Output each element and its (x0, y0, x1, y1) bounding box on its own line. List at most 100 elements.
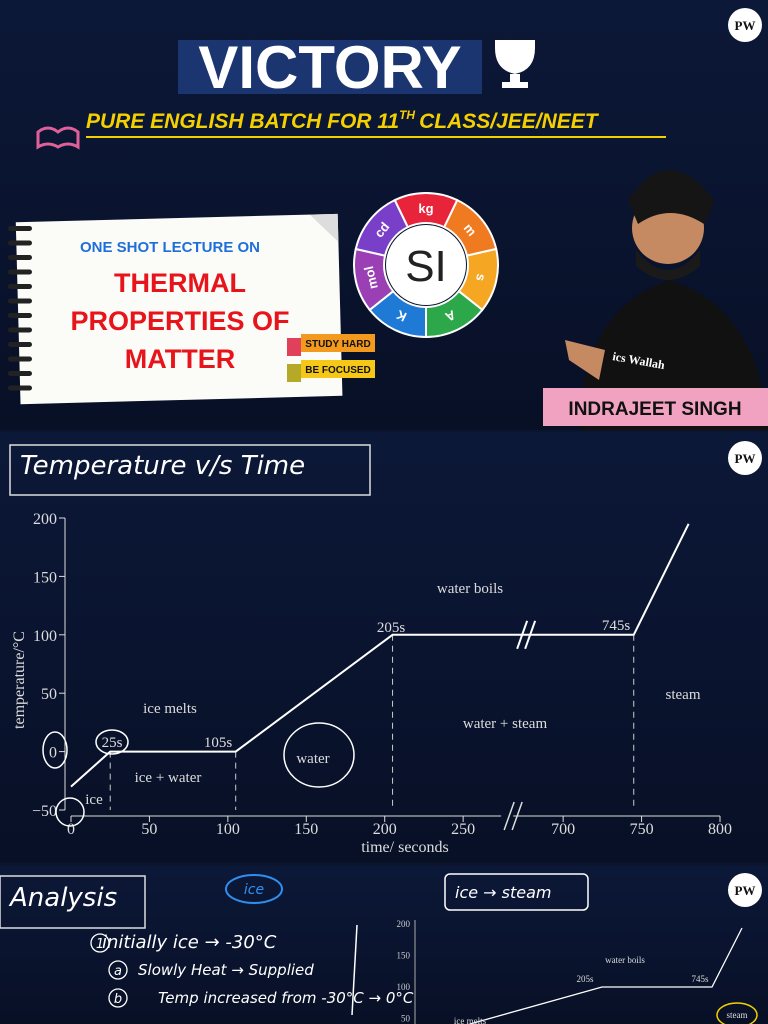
teacher-turban (628, 170, 714, 224)
batch: PURE ENGLISH BATCH FOR 11TH CLASS/JEE/NEE… (86, 108, 600, 133)
x-tick-label: 150 (294, 821, 318, 838)
annotation: ice + water (135, 770, 202, 786)
annotation: water + steam (463, 716, 548, 732)
x-tick-label: 750 (630, 821, 654, 838)
tag (301, 360, 375, 378)
ring (8, 313, 32, 318)
annotation: 205s (377, 620, 406, 636)
annotation-circle (42, 731, 68, 769)
annotation: steam (666, 687, 701, 703)
ring (8, 342, 32, 347)
mini-tick-label: 50 (401, 1014, 411, 1024)
mini-label: ice melts (454, 1016, 487, 1024)
x-tick-label: 50 (141, 821, 157, 838)
logo: PW (735, 451, 756, 466)
logo-badge (728, 441, 762, 475)
trophy-icon (495, 40, 535, 88)
title: VICTORY (198, 34, 461, 101)
book-icon (36, 126, 80, 150)
y-tick-label: 150 (33, 569, 57, 586)
logo-badge (728, 873, 762, 907)
note-mark-circle (108, 988, 128, 1008)
lecture-label: ONE SHOT LECTURE ON (80, 239, 260, 256)
flow: ice → steam (455, 883, 552, 902)
y-tick-label: 100 (33, 628, 57, 645)
y-axis-label: temperature/°C (11, 631, 28, 729)
tag (301, 334, 375, 352)
tag-text: BE FOCUSED (305, 365, 371, 376)
x-tick-label: 200 (373, 821, 397, 838)
notepad (15, 213, 343, 405)
ring (8, 356, 32, 362)
ring (8, 255, 32, 260)
mini-tick-label: 200 (397, 919, 411, 929)
si-center-bg (386, 225, 466, 305)
teacher-name: INDRAJEET SINGH (568, 399, 741, 420)
note-mark: a (114, 964, 122, 979)
ice-circle (225, 874, 283, 904)
notepad-paper (15, 213, 343, 405)
topic-line: THERMAL (114, 268, 246, 298)
tag-square (287, 364, 301, 382)
note-mark-circle (90, 933, 110, 953)
line-break (516, 620, 529, 650)
annotation: water (296, 751, 329, 767)
chart-bg (0, 432, 768, 863)
annotation: 25s (102, 735, 123, 751)
logo: PW (735, 883, 756, 898)
name-plate (543, 388, 768, 426)
y-tick-label: −50 (32, 803, 57, 820)
annotation: 105s (204, 735, 233, 751)
y-tick-label: 50 (41, 686, 57, 703)
chart-title-box (9, 444, 371, 496)
si-center: SI (405, 242, 447, 291)
spiral (8, 226, 32, 391)
chart-title: Temperature v/s Time (20, 451, 305, 481)
tag-square (287, 338, 301, 356)
batch-text: PURE ENGLISH BATCH FOR 11 (86, 110, 399, 133)
ring (8, 298, 32, 304)
annotation: ice melts (143, 701, 197, 717)
line-break (524, 620, 537, 650)
ring (8, 284, 32, 289)
flow-box (444, 873, 589, 911)
annotation-circle (95, 729, 129, 755)
tag-text: STUDY HARD (305, 339, 370, 350)
note-mark: 1 (96, 937, 104, 952)
y-tick-label: 200 (33, 511, 57, 528)
title-highlight (178, 40, 482, 94)
ice-note: ice (244, 882, 264, 898)
x-tick-label: 250 (451, 821, 475, 838)
chart: −50 0 50 100 150 200 0 50 100 150 200 250 700 750 800 t… (11, 511, 732, 856)
si-unit: kg (418, 201, 433, 216)
note: Slowly Heat → Supplied (138, 961, 314, 979)
topic-line: MATTER (125, 344, 235, 374)
ring (8, 269, 32, 275)
x-tick-label: 800 (708, 821, 732, 838)
axis-break (503, 801, 515, 831)
ring (8, 371, 32, 376)
y-tick-label: 0 (49, 745, 57, 762)
note-bracket (351, 924, 358, 1016)
mini-circle (716, 1002, 758, 1024)
analysis-title-box (0, 875, 146, 929)
note-mark: b (114, 992, 122, 1007)
ring (8, 226, 32, 231)
ring (8, 327, 32, 333)
annotation: water boils (437, 581, 503, 597)
mini-tick-label: 150 (397, 951, 411, 961)
annotation-circle (283, 722, 355, 788)
note: initially ice → -30°C (102, 932, 277, 953)
page-curl (309, 213, 339, 242)
topic-line: PROPERTIES OF (70, 306, 289, 336)
analysis-bg (0, 866, 768, 1024)
analysis-title: Analysis (8, 883, 117, 913)
batch-end: CLASS/JEE/NEET (419, 110, 600, 133)
annotation: ice (85, 792, 103, 808)
si-segment (354, 198, 410, 257)
mini-label: 205s (576, 974, 594, 984)
teacher-beard (636, 250, 700, 280)
logo-badge (728, 8, 762, 42)
